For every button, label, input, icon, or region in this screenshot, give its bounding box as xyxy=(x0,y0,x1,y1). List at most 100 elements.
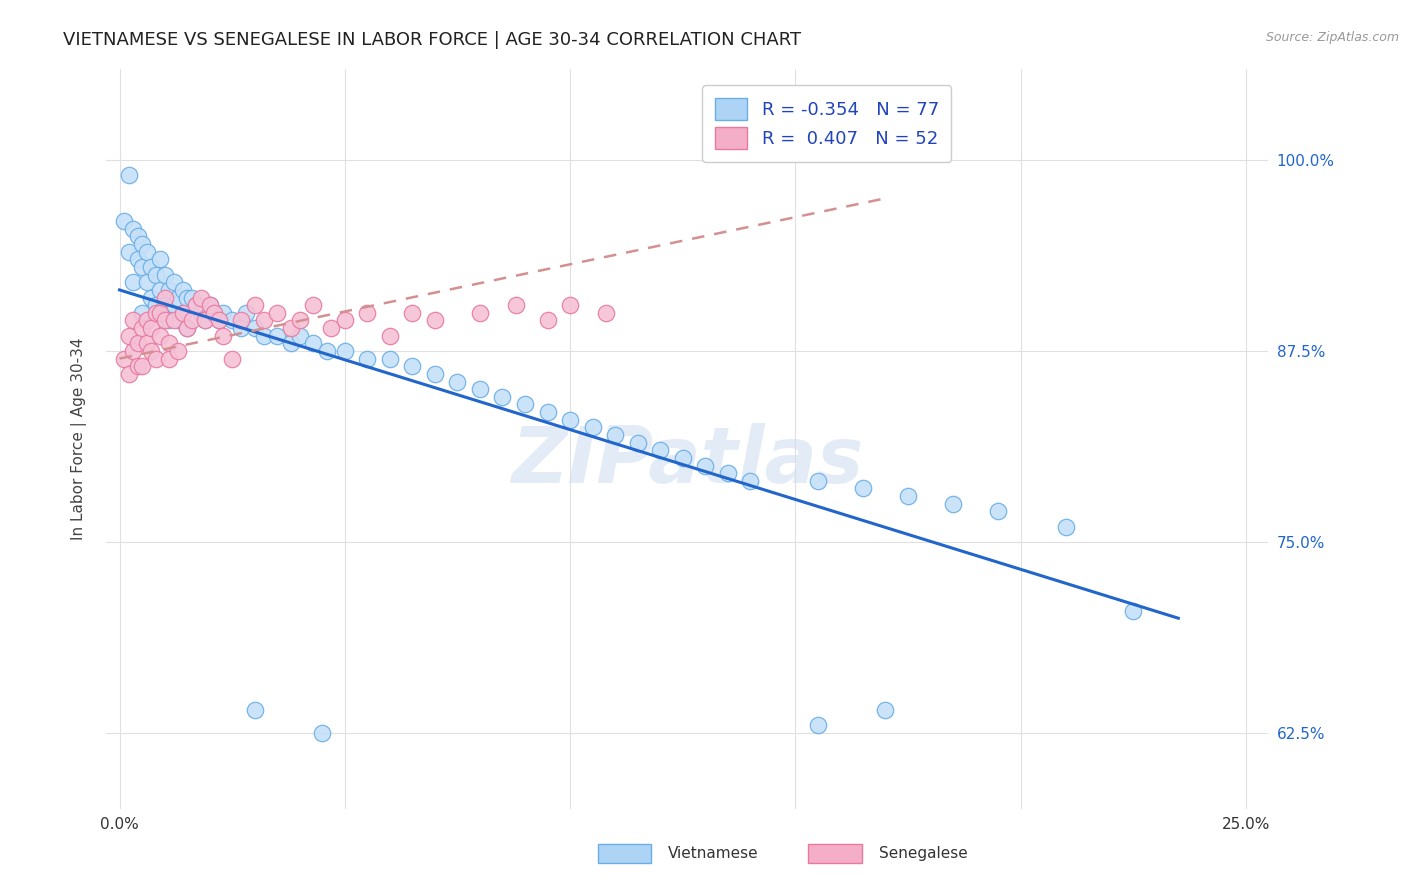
Point xyxy=(145,306,167,320)
Point xyxy=(231,313,253,327)
Point xyxy=(145,298,167,312)
Point xyxy=(221,351,243,366)
Point xyxy=(603,428,626,442)
Point xyxy=(176,321,198,335)
Point xyxy=(243,703,266,717)
Point xyxy=(198,298,221,312)
Point xyxy=(127,252,149,267)
Point xyxy=(302,298,325,312)
Point xyxy=(135,313,157,327)
Point xyxy=(117,328,139,343)
Point xyxy=(131,306,153,320)
Point xyxy=(695,458,717,473)
Point xyxy=(717,466,740,480)
Point xyxy=(153,298,176,312)
Point xyxy=(167,291,190,305)
Point xyxy=(807,718,830,732)
Point xyxy=(149,283,172,297)
Point xyxy=(131,260,153,274)
Point xyxy=(536,313,558,327)
Point xyxy=(122,222,145,236)
Point xyxy=(190,306,212,320)
Point xyxy=(167,343,190,358)
Point xyxy=(288,313,311,327)
FancyBboxPatch shape xyxy=(808,844,862,863)
Point xyxy=(172,306,194,320)
Point xyxy=(807,474,830,488)
Point xyxy=(198,298,221,312)
Point xyxy=(162,313,184,327)
Point xyxy=(311,725,333,739)
Point xyxy=(1054,519,1077,533)
Point xyxy=(127,336,149,351)
Point xyxy=(266,328,288,343)
Point xyxy=(112,214,135,228)
Point xyxy=(333,313,356,327)
Point xyxy=(190,291,212,305)
Point xyxy=(207,313,229,327)
Text: ZIPatlas: ZIPatlas xyxy=(512,423,863,499)
Point xyxy=(302,336,325,351)
Point xyxy=(157,351,180,366)
Point xyxy=(122,343,145,358)
Point xyxy=(112,351,135,366)
Point xyxy=(172,283,194,297)
Point xyxy=(627,435,650,450)
Point xyxy=(184,298,207,312)
Point xyxy=(401,359,423,374)
Point xyxy=(513,397,536,411)
Point xyxy=(145,351,167,366)
Point xyxy=(122,275,145,289)
Point xyxy=(117,244,139,259)
Point xyxy=(423,367,446,381)
Point xyxy=(221,313,243,327)
Point xyxy=(176,321,198,335)
Point xyxy=(536,405,558,419)
Point xyxy=(131,237,153,252)
Point xyxy=(558,298,581,312)
Point xyxy=(333,343,356,358)
Point xyxy=(378,351,401,366)
Text: Senegalese: Senegalese xyxy=(879,847,967,861)
Point xyxy=(491,390,513,404)
Point xyxy=(162,298,184,312)
Point xyxy=(253,313,276,327)
Point xyxy=(184,298,207,312)
Point xyxy=(852,482,875,496)
Point xyxy=(1122,603,1144,617)
Point xyxy=(149,328,172,343)
Point xyxy=(650,443,672,458)
Point xyxy=(207,313,229,327)
Point xyxy=(235,306,257,320)
Point xyxy=(176,291,198,305)
Point xyxy=(243,321,266,335)
Text: Vietnamese: Vietnamese xyxy=(668,847,758,861)
Point xyxy=(212,306,235,320)
Point xyxy=(131,359,153,374)
Point xyxy=(172,306,194,320)
Point xyxy=(180,313,202,327)
Point xyxy=(194,313,217,327)
Point xyxy=(149,306,172,320)
Point xyxy=(135,336,157,351)
Point xyxy=(595,306,617,320)
Point xyxy=(423,313,446,327)
Point xyxy=(157,336,180,351)
Point xyxy=(897,489,920,503)
Point xyxy=(127,359,149,374)
Point xyxy=(153,291,176,305)
Y-axis label: In Labor Force | Age 30-34: In Labor Force | Age 30-34 xyxy=(72,337,87,540)
Point xyxy=(135,244,157,259)
Point xyxy=(253,328,276,343)
Legend: R = -0.354   N = 77, R =  0.407   N = 52: R = -0.354 N = 77, R = 0.407 N = 52 xyxy=(702,85,952,161)
Point xyxy=(122,313,145,327)
Point xyxy=(145,268,167,282)
Point xyxy=(505,298,527,312)
Point xyxy=(266,306,288,320)
Point xyxy=(315,343,337,358)
Point xyxy=(875,703,897,717)
Point xyxy=(231,321,253,335)
Point xyxy=(153,313,176,327)
Point xyxy=(117,169,139,183)
Point xyxy=(581,420,603,434)
